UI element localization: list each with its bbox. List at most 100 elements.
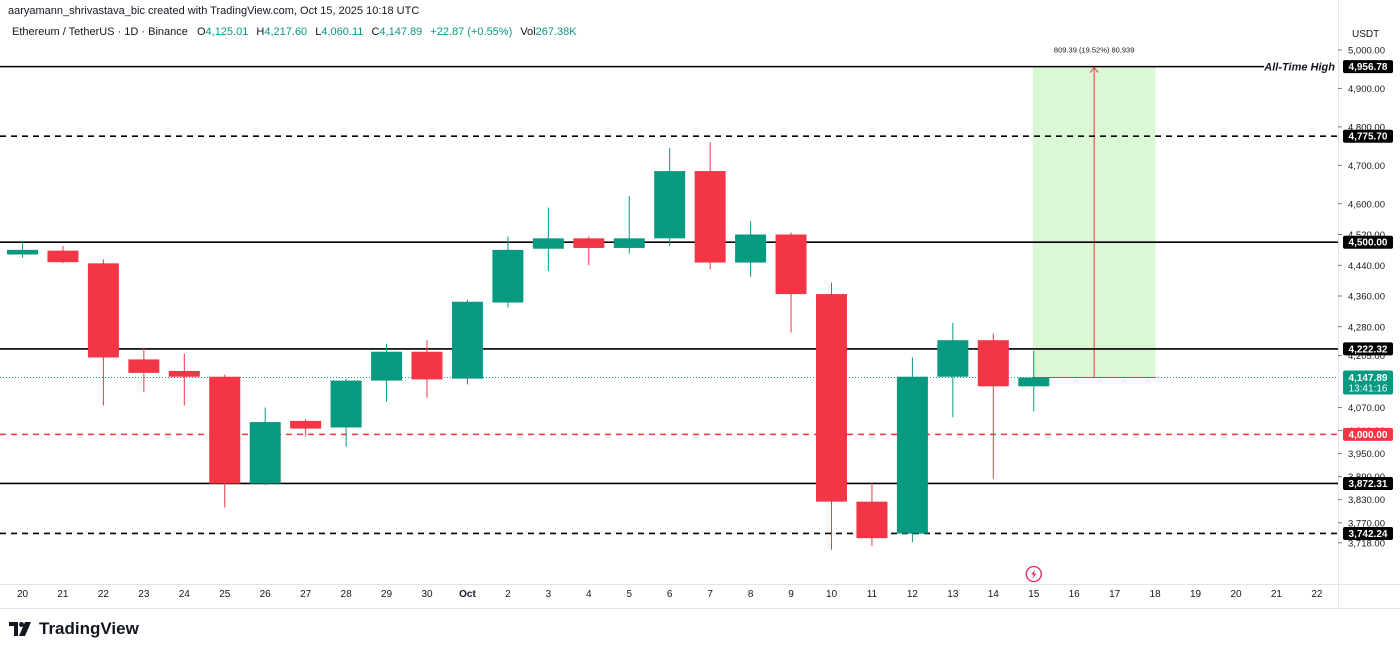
candle-body bbox=[7, 249, 38, 255]
x-tick-label: 25 bbox=[219, 589, 231, 600]
level-price-tag-label: 3,872.31 bbox=[1349, 479, 1388, 490]
x-tick-label: Oct bbox=[459, 589, 476, 600]
close-value: 4,147.89 bbox=[379, 26, 423, 38]
y-tick-label: 4,520.00 bbox=[1348, 230, 1385, 241]
level-price-tag bbox=[1343, 342, 1393, 356]
level-price-tag-label: 4,775.70 bbox=[1349, 132, 1388, 143]
candle-body bbox=[47, 250, 79, 263]
x-tick-label: 3 bbox=[546, 589, 552, 600]
candle-body bbox=[856, 501, 888, 539]
x-tick-label: 9 bbox=[788, 589, 794, 600]
symbol-name[interactable]: Ethereum / TetherUS · 1D · Binance bbox=[12, 26, 188, 38]
level-price-tag bbox=[1343, 476, 1393, 490]
x-tick-label: 29 bbox=[381, 589, 393, 600]
x-tick-label: 14 bbox=[988, 589, 1000, 600]
currency-label[interactable]: USDT bbox=[1352, 29, 1380, 40]
x-tick-label: 19 bbox=[1190, 589, 1202, 600]
current-price-tag-label: 4,147.89 bbox=[1349, 373, 1388, 384]
candle-body bbox=[735, 234, 767, 263]
y-tick-label: 3,830.00 bbox=[1348, 495, 1385, 506]
level-price-tag-label: 4,222.32 bbox=[1349, 344, 1388, 355]
countdown-label: 13:41:16 bbox=[1349, 384, 1388, 395]
candle-body bbox=[1018, 377, 1050, 387]
candle-body bbox=[128, 359, 160, 373]
current-price-tag bbox=[1343, 370, 1393, 395]
change-value: +22.87 (+0.55%) bbox=[430, 26, 513, 38]
y-tick-label: 3,718.00 bbox=[1348, 538, 1385, 549]
x-tick-label: 28 bbox=[341, 589, 353, 600]
ath-annotation: All-Time High bbox=[1263, 62, 1335, 74]
x-tick-label: 22 bbox=[1311, 589, 1323, 600]
level-price-tag-label: 3,742.24 bbox=[1349, 529, 1388, 540]
candle-body bbox=[532, 238, 564, 249]
candle-body bbox=[249, 422, 281, 484]
y-tick-label: 4,440.00 bbox=[1348, 261, 1385, 272]
x-tick-label: 20 bbox=[1230, 589, 1242, 600]
x-tick-label: 12 bbox=[907, 589, 919, 600]
candle-body bbox=[492, 249, 524, 303]
close-label: C bbox=[371, 26, 380, 38]
open-value: 4,125.01 bbox=[205, 26, 249, 38]
candle-body bbox=[937, 340, 969, 377]
candle-body bbox=[896, 376, 928, 534]
x-tick-label: 13 bbox=[947, 589, 959, 600]
brand-name: TradingView bbox=[39, 619, 139, 638]
low-value: 4,060.11 bbox=[321, 26, 364, 38]
volume-value: 267.38K bbox=[535, 26, 577, 38]
candle-body bbox=[654, 171, 686, 239]
level-price-tag bbox=[1343, 235, 1393, 249]
candle-body bbox=[411, 351, 443, 380]
level-price-tag-label: 4,500.00 bbox=[1349, 238, 1388, 249]
candle-body bbox=[451, 301, 483, 379]
y-tick-label: 4,205.00 bbox=[1348, 351, 1385, 362]
x-tick-label: 30 bbox=[421, 589, 433, 600]
high-value: 4,217.60 bbox=[264, 26, 308, 38]
tradingview-logo-icon bbox=[9, 622, 31, 636]
x-tick-label: 6 bbox=[667, 589, 673, 600]
y-tick-label: 4,360.00 bbox=[1348, 292, 1385, 303]
event-lightning-bolt bbox=[1031, 569, 1037, 579]
x-tick-label: 18 bbox=[1150, 589, 1162, 600]
level-price-tag-label: 4,956.78 bbox=[1349, 62, 1388, 73]
tradingview-logo: TradingView bbox=[9, 619, 139, 639]
open-label: O bbox=[196, 26, 206, 38]
measure-label: 809.39 (19.52%) 80,939 bbox=[1054, 46, 1134, 55]
candle-body bbox=[87, 263, 119, 358]
x-tick-label: 11 bbox=[867, 589, 878, 600]
candle-body bbox=[694, 171, 726, 263]
volume-label: Vol bbox=[520, 26, 536, 38]
y-tick-label: 4,900.00 bbox=[1348, 84, 1385, 95]
x-tick-label: 4 bbox=[586, 589, 592, 600]
high-label: H bbox=[256, 26, 265, 38]
y-tick-label: 4,280.00 bbox=[1348, 322, 1385, 333]
symbol-legend: Ethereum / TetherUS · 1D · Binance O4,12… bbox=[12, 26, 582, 38]
measure-arrow-head bbox=[1089, 66, 1099, 73]
candle-body bbox=[977, 340, 1009, 387]
candle-body bbox=[330, 380, 362, 428]
y-tick-label: 4,700.00 bbox=[1348, 161, 1385, 172]
candle-body bbox=[209, 376, 241, 484]
x-tick-label: 26 bbox=[260, 589, 272, 600]
x-tick-label: 17 bbox=[1109, 589, 1121, 600]
x-tick-label: 20 bbox=[17, 589, 29, 600]
low-label: L bbox=[315, 26, 322, 38]
level-price-tag bbox=[1343, 427, 1393, 441]
y-tick-label: 3,950.00 bbox=[1348, 449, 1385, 460]
level-price-tag bbox=[1343, 526, 1393, 540]
level-price-tag bbox=[1343, 60, 1393, 74]
x-tick-label: 8 bbox=[748, 589, 754, 600]
x-tick-label: 21 bbox=[57, 589, 69, 600]
x-tick-label: 27 bbox=[300, 589, 312, 600]
x-tick-label: 21 bbox=[1271, 589, 1283, 600]
candle-body bbox=[816, 294, 847, 502]
y-tick-label: 4,800.00 bbox=[1348, 122, 1385, 133]
y-tick-label: 3,770.00 bbox=[1348, 518, 1385, 529]
candle-body bbox=[613, 238, 645, 248]
y-tick-label: 4,070.00 bbox=[1348, 403, 1385, 414]
attribution-text: aaryamann_shrivastava_bic created with T… bbox=[8, 5, 420, 17]
x-tick-label: 16 bbox=[1069, 589, 1081, 600]
x-tick-label: 7 bbox=[707, 589, 713, 600]
x-tick-label: 15 bbox=[1028, 589, 1040, 600]
level-price-tag-label: 4,000.00 bbox=[1349, 430, 1388, 441]
